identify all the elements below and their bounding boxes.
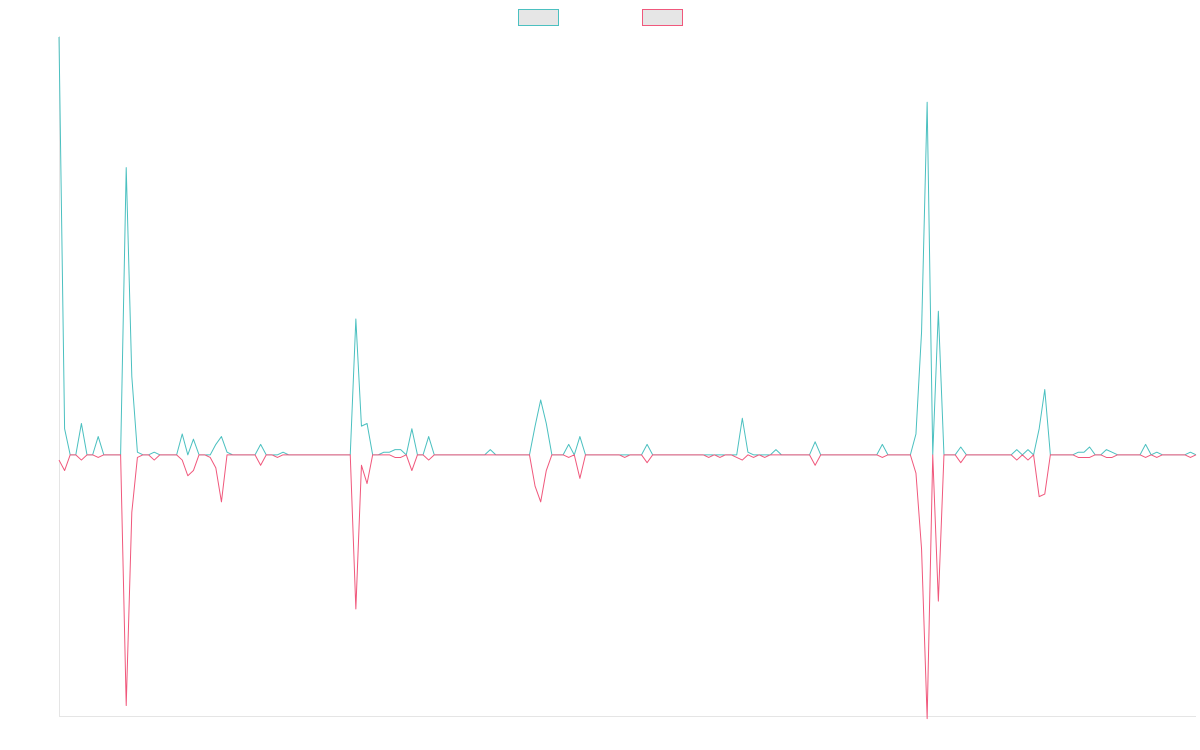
axes: [59, 36, 1196, 717]
plot-area: [58, 36, 1197, 720]
legend-swatch-2[interactable]: [642, 9, 683, 26]
legend-swatch-1[interactable]: [518, 9, 559, 26]
series-line-1: [58, 36, 1197, 456]
legend[interactable]: [518, 9, 683, 26]
series-line-2: [58, 454, 1197, 720]
